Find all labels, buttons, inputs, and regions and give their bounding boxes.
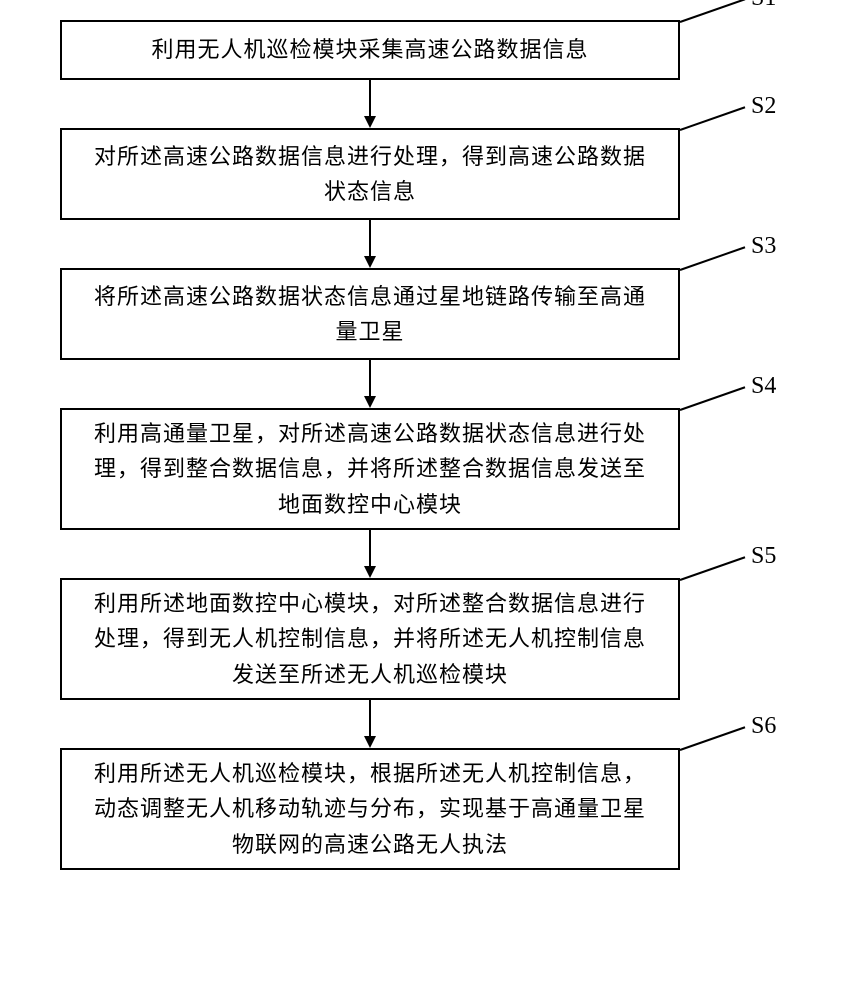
arrow-down <box>350 530 390 578</box>
step-label-S5: S5 <box>751 543 776 570</box>
step-box-S5: 利用所述地面数控中心模块，对所述整合数据信息进行处理，得到无人机控制信息，并将所… <box>60 578 680 700</box>
step-label-S6: S6 <box>751 713 776 740</box>
arrow-down <box>350 700 390 748</box>
arrow-S4-to-S5 <box>60 530 680 578</box>
arrow-S1-to-S2 <box>60 80 680 128</box>
leader-line <box>60 748 747 752</box>
arrow-S2-to-S3 <box>60 220 680 268</box>
arrow-S5-to-S6 <box>60 700 680 748</box>
arrow-down <box>350 360 390 408</box>
step-label-S1: S1 <box>751 0 776 12</box>
leader-line <box>60 578 747 582</box>
step-label-S4: S4 <box>751 373 776 400</box>
step-text-S4: 利用高通量卫星，对所述高速公路数据状态信息进行处理，得到整合数据信息，并将所述整… <box>86 416 654 522</box>
step-text-S1: 利用无人机巡检模块采集高速公路数据信息 <box>151 32 588 67</box>
step-label-S3: S3 <box>751 233 776 260</box>
leader-line <box>60 408 747 412</box>
arrow-S3-to-S4 <box>60 360 680 408</box>
step-S1: S1 利用无人机巡检模块采集高速公路数据信息 <box>60 20 800 80</box>
step-text-S6: 利用所述无人机巡检模块，根据所述无人机控制信息，动态调整无人机移动轨迹与分布，实… <box>86 756 654 862</box>
arrow-down <box>350 80 390 128</box>
step-box-S2: 对所述高速公路数据信息进行处理，得到高速公路数据状态信息 <box>60 128 680 220</box>
step-box-S6: 利用所述无人机巡检模块，根据所述无人机控制信息，动态调整无人机移动轨迹与分布，实… <box>60 748 680 870</box>
step-box-S3: 将所述高速公路数据状态信息通过星地链路传输至高通量卫星 <box>60 268 680 360</box>
step-S4: S4 利用高通量卫星，对所述高速公路数据状态信息进行处理，得到整合数据信息，并将… <box>60 408 800 530</box>
flowchart-container: S1 利用无人机巡检模块采集高速公路数据信息 S2 对所述高速公路数据信息进行处… <box>60 20 800 870</box>
step-S3: S3 将所述高速公路数据状态信息通过星地链路传输至高通量卫星 <box>60 268 800 360</box>
leader-line <box>60 128 747 132</box>
step-S2: S2 对所述高速公路数据信息进行处理，得到高速公路数据状态信息 <box>60 128 800 220</box>
step-box-S4: 利用高通量卫星，对所述高速公路数据状态信息进行处理，得到整合数据信息，并将所述整… <box>60 408 680 530</box>
arrow-down <box>350 220 390 268</box>
step-S6: S6 利用所述无人机巡检模块，根据所述无人机控制信息，动态调整无人机移动轨迹与分… <box>60 748 800 870</box>
leader-line <box>60 20 747 24</box>
step-label-S2: S2 <box>751 93 776 120</box>
leader-line <box>60 268 747 272</box>
step-text-S2: 对所述高速公路数据信息进行处理，得到高速公路数据状态信息 <box>86 139 654 209</box>
step-S5: S5 利用所述地面数控中心模块，对所述整合数据信息进行处理，得到无人机控制信息，… <box>60 578 800 700</box>
step-box-S1: 利用无人机巡检模块采集高速公路数据信息 <box>60 20 680 80</box>
step-text-S5: 利用所述地面数控中心模块，对所述整合数据信息进行处理，得到无人机控制信息，并将所… <box>86 586 654 692</box>
step-text-S3: 将所述高速公路数据状态信息通过星地链路传输至高通量卫星 <box>86 279 654 349</box>
